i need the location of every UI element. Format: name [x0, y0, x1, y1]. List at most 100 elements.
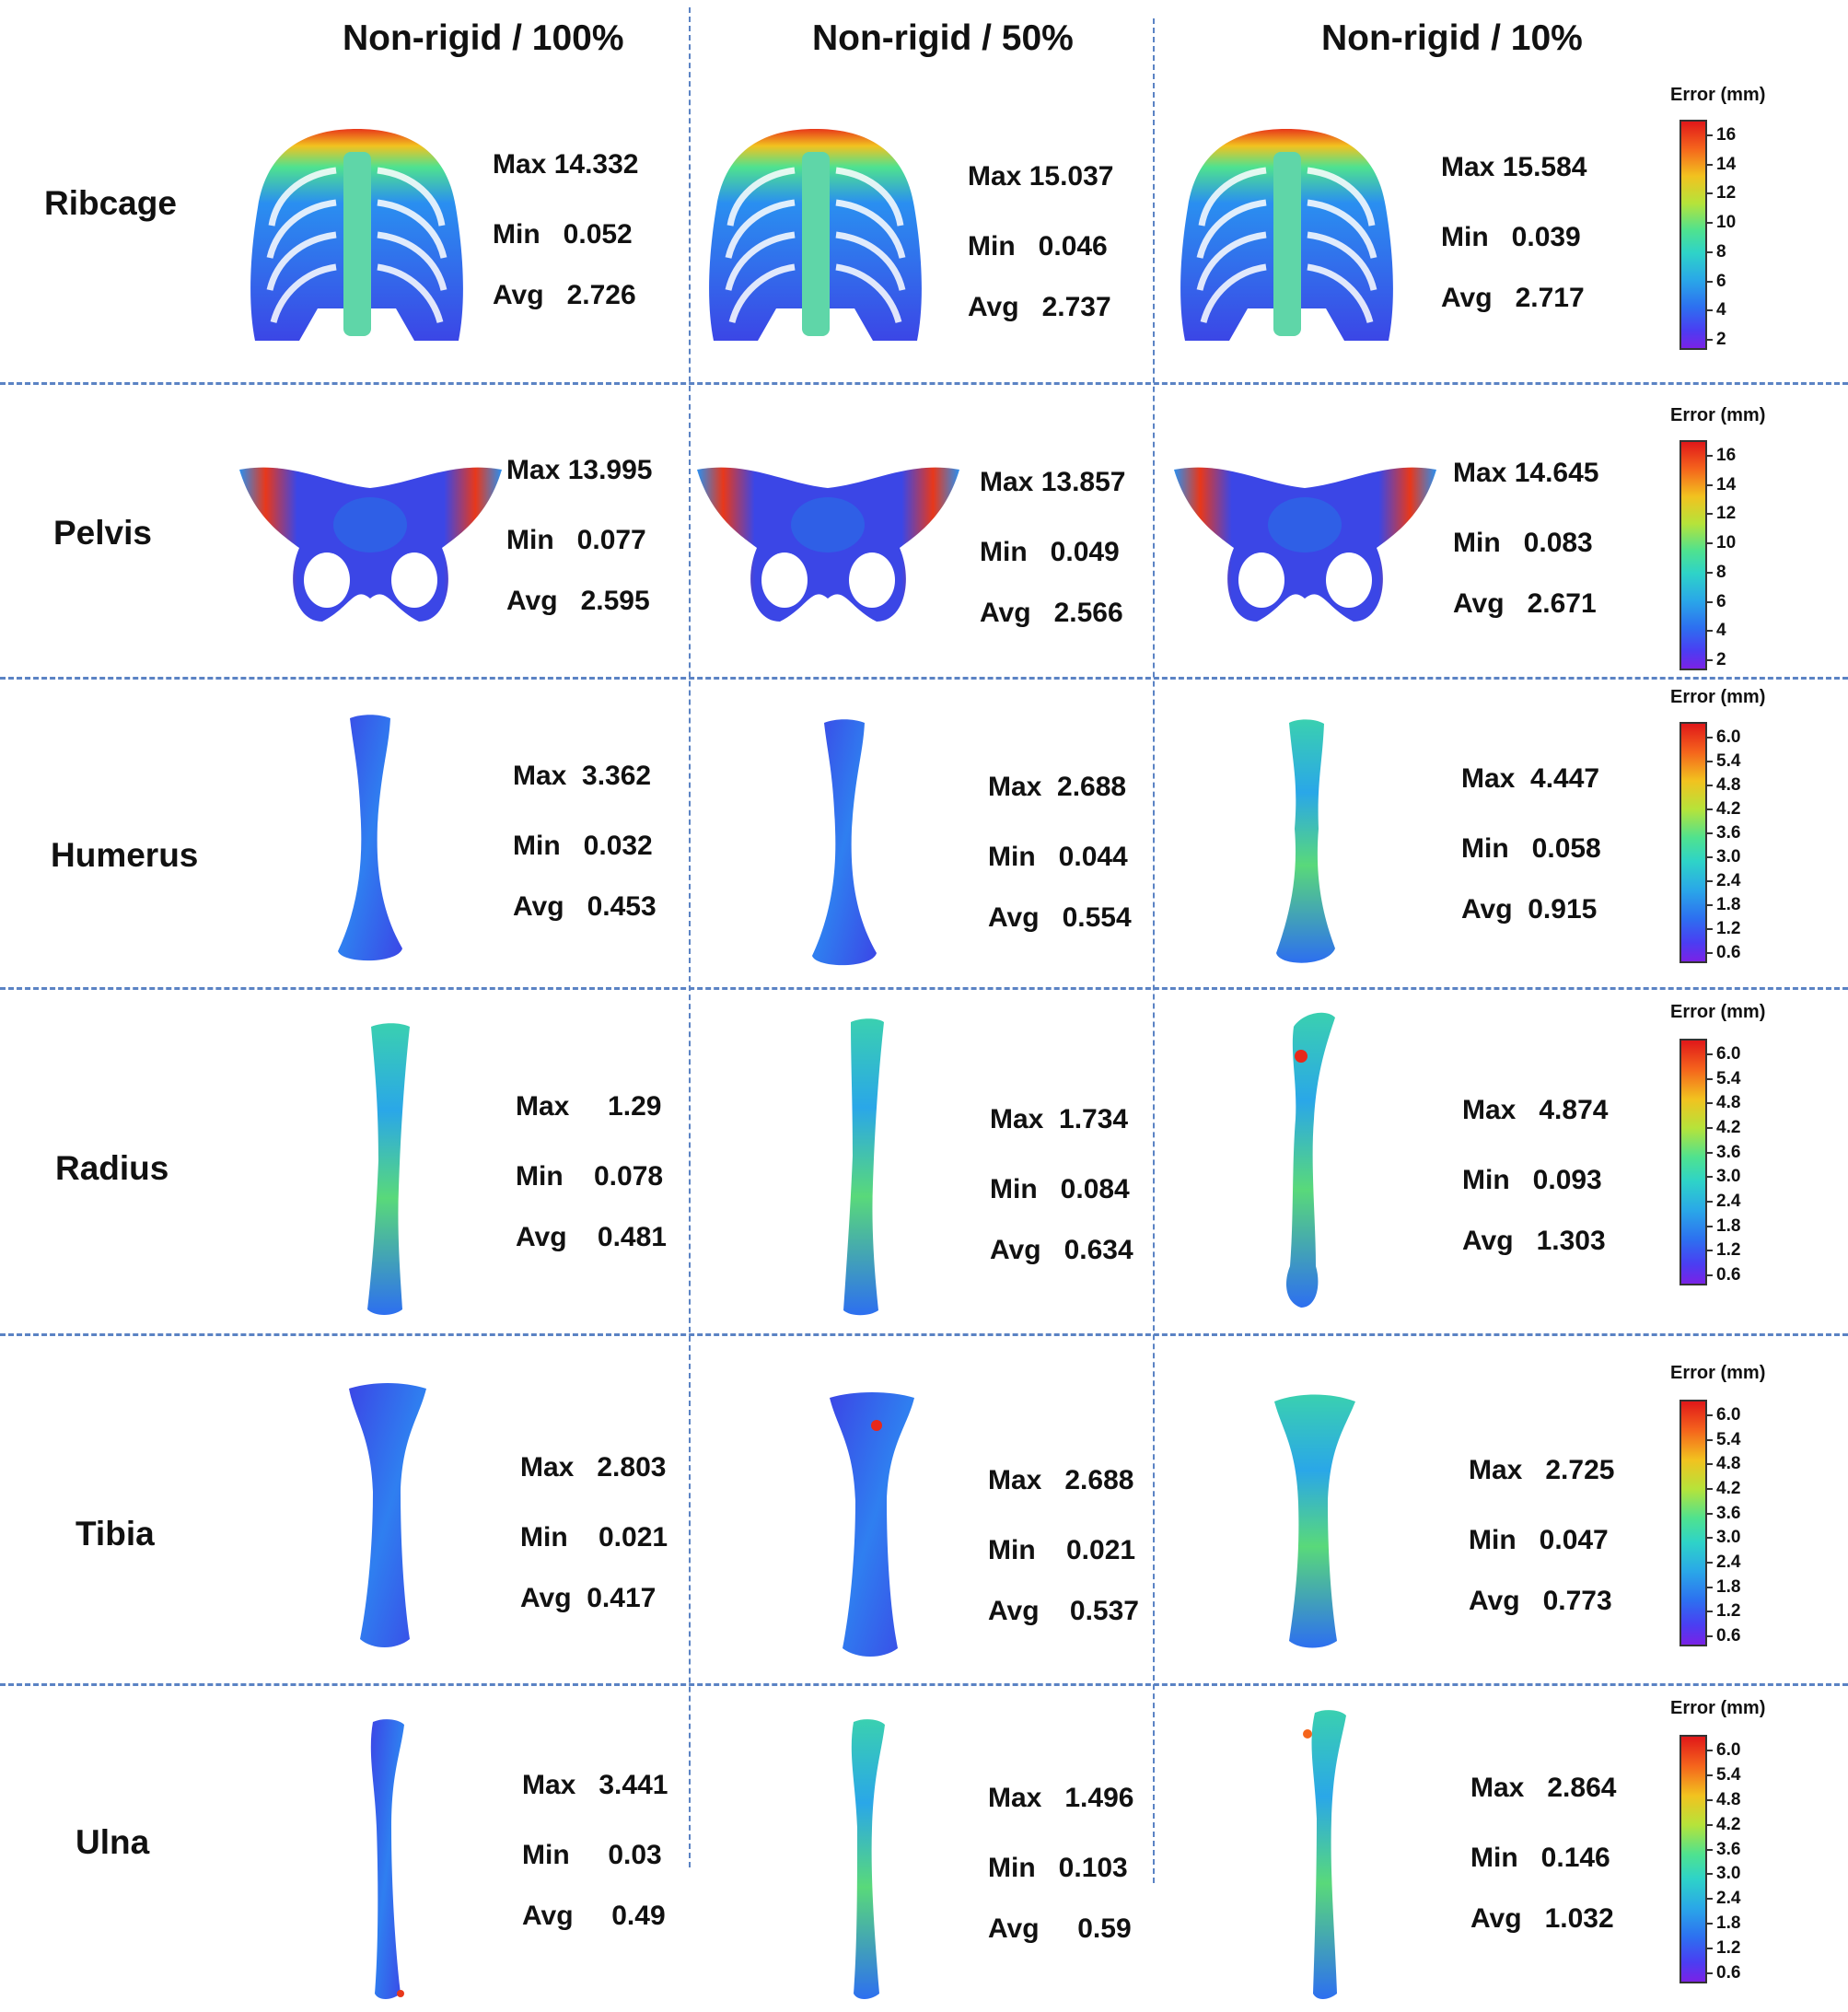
colorbar-tick-mark [1707, 513, 1713, 516]
colorbar-tick-label: 3.6 [1716, 1142, 1741, 1162]
stat-max: Max 2.688 [988, 772, 1127, 802]
colorbar-tick-label: 10 [1716, 533, 1737, 553]
column-title-50: Non-rigid / 50% [812, 18, 1074, 58]
column-title-100: Non-rigid / 100% [343, 18, 624, 58]
colorbar-tick-mark [1707, 1562, 1713, 1564]
tibia-mesh [1274, 1394, 1355, 1648]
row-separator [0, 677, 1848, 680]
colorbar-tick-mark [1707, 1898, 1713, 1901]
stat-min: Min 0.021 [988, 1535, 1136, 1565]
column-title-10: Non-rigid / 10% [1321, 18, 1583, 58]
colorbar-tick-label: 4.8 [1716, 1789, 1741, 1809]
stat-min: Min 0.052 [493, 219, 633, 250]
row-separator [0, 987, 1848, 990]
colorbar-title: Error (mm) [1670, 405, 1766, 425]
colorbar-tick-mark [1707, 1463, 1713, 1466]
stat-min: Min 0.093 [1462, 1165, 1602, 1195]
colorbar-tick-mark [1707, 542, 1713, 545]
colorbar-tick-label: 1.2 [1716, 1601, 1741, 1622]
humerus-mesh [812, 719, 877, 966]
stat-min: Min 0.083 [1453, 528, 1593, 558]
colorbar-tick-mark [1707, 339, 1713, 341]
stat-avg: Avg 0.453 [513, 891, 657, 922]
ulna-mesh [370, 1719, 404, 1999]
colorbar-tick-mark [1707, 1414, 1713, 1416]
colorbar-tick-label: 2 [1716, 330, 1726, 349]
stat-avg: Avg 0.634 [990, 1235, 1133, 1265]
stat-avg: Avg 1.032 [1470, 1903, 1614, 1934]
colorbar-tick-mark [1707, 280, 1713, 283]
colorbar-tick-mark [1707, 600, 1713, 603]
colorbar-tick-label: 0.6 [1716, 1963, 1741, 1983]
colorbar-tick-label: 3.0 [1716, 1528, 1741, 1548]
colorbar-tick-label: 5.4 [1716, 1764, 1741, 1785]
stat-min: Min 0.084 [990, 1174, 1130, 1204]
colorbar-tick-mark [1707, 192, 1713, 195]
colorbar-tick-label: 1.2 [1716, 919, 1741, 938]
colorbar-tick-mark [1707, 808, 1713, 810]
colorbar-tick-mark [1707, 1611, 1713, 1613]
stat-min: Min 0.077 [506, 525, 646, 555]
stat-max: Max 2.688 [988, 1465, 1134, 1495]
colorbar-tick-mark [1707, 1923, 1713, 1925]
colorbar-tick-mark [1707, 1176, 1713, 1179]
colorbar-tick-mark [1707, 1848, 1713, 1851]
colorbar-tick-mark [1707, 1635, 1713, 1637]
colorbar-tick-label: 6 [1716, 591, 1726, 611]
stat-max: Max 14.645 [1453, 458, 1599, 488]
colorbar-tick-mark [1707, 785, 1713, 786]
colorbar-tick-mark [1707, 483, 1713, 486]
colorbar-tick-mark [1707, 1798, 1713, 1801]
colorbar-tick-label: 3.6 [1716, 823, 1741, 843]
colorbar-tick-mark [1707, 1053, 1713, 1055]
colorbar-tick-mark [1707, 1774, 1713, 1776]
colorbar-tick-mark [1707, 904, 1713, 906]
stat-max: Max 3.362 [513, 761, 652, 791]
stat-max: Max 15.037 [968, 161, 1114, 192]
row-separator [0, 382, 1848, 385]
stat-min: Min 0.021 [520, 1522, 668, 1553]
colorbar-tick-label: 4.8 [1716, 1093, 1741, 1113]
tibia-mesh [830, 1392, 914, 1657]
colorbar-tick-label: 6.0 [1716, 1740, 1741, 1760]
ribcage-mesh [250, 129, 463, 341]
stat-max: Max 2.803 [520, 1452, 667, 1483]
colorbar-title: Error (mm) [1670, 85, 1766, 105]
column-separator [1153, 18, 1155, 1883]
stat-avg: Avg 0.49 [522, 1901, 666, 1931]
colorbar-tick-label: 1.8 [1716, 1215, 1741, 1236]
stat-avg: Avg 0.59 [988, 1913, 1132, 1944]
colorbar-tick-label: 3.6 [1716, 1503, 1741, 1523]
stat-avg: Avg 2.717 [1441, 283, 1585, 313]
colorbar-title: Error (mm) [1670, 687, 1766, 707]
colorbar-tick-mark [1707, 1250, 1713, 1252]
colorbar-tick-label: 4.2 [1716, 1814, 1741, 1834]
colorbar-title: Error (mm) [1670, 1363, 1766, 1383]
colorbar-gradient [1679, 120, 1707, 350]
colorbar-tick-mark [1707, 1873, 1713, 1876]
colorbar-tick-mark [1707, 856, 1713, 858]
colorbar-tick-label: 4.8 [1716, 1454, 1741, 1474]
ulna-mesh [851, 1719, 885, 1999]
colorbar-tick-mark [1707, 455, 1713, 457]
stat-avg: Avg 0.481 [516, 1222, 667, 1252]
colorbar-tick-mark [1707, 1537, 1713, 1540]
stat-max: Max 2.725 [1469, 1455, 1615, 1485]
colorbar-tick-mark [1707, 1488, 1713, 1490]
pelvis-mesh [1174, 467, 1436, 622]
colorbar-tick-mark [1707, 832, 1713, 834]
colorbar-tick-label: 4.2 [1716, 1118, 1741, 1137]
row-separator [0, 1333, 1848, 1336]
stat-avg: Avg 0.773 [1469, 1586, 1612, 1616]
colorbar-tick-mark [1707, 1823, 1713, 1826]
colorbar-tick-label: 6.0 [1716, 1405, 1741, 1425]
colorbar-tick-label: 16 [1716, 125, 1737, 145]
colorbar-tick-mark [1707, 1438, 1713, 1441]
row-label-tibia: Tibia [76, 1515, 155, 1553]
colorbar-tick-mark [1707, 880, 1713, 882]
colorbar-tick-mark [1707, 1225, 1713, 1227]
colorbar-tick-mark [1707, 134, 1713, 136]
colorbar-tick-mark [1707, 309, 1713, 312]
colorbar-tick-label: 1.8 [1716, 1576, 1741, 1597]
colorbar-tick-label: 0.6 [1716, 1265, 1741, 1285]
